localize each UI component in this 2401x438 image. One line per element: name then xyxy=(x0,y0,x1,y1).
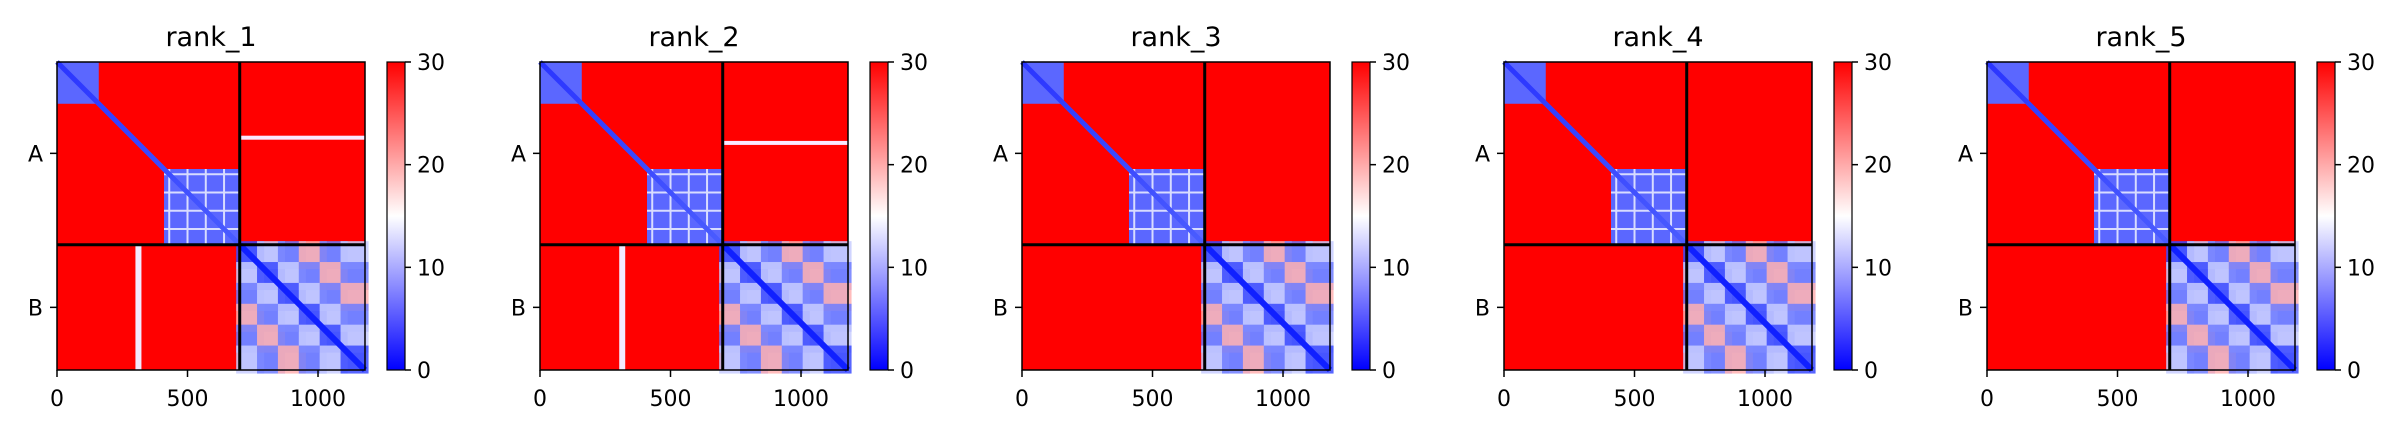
x-tick-label: 500 xyxy=(1132,387,1174,412)
x-tick-label: 0 xyxy=(1497,387,1511,412)
colorbar-tick-label: 20 xyxy=(900,154,928,179)
y-tick-label: B xyxy=(993,296,1008,321)
x-tick-label: 0 xyxy=(50,387,64,412)
chain-b-block xyxy=(1201,241,1334,374)
y-tick-label: B xyxy=(28,296,43,321)
panel-title: rank_4 xyxy=(1612,22,1703,53)
colorbar-gradient xyxy=(1833,61,1853,371)
colorbar-tick-label: 30 xyxy=(1864,51,1892,76)
colorbar-tick-label: 20 xyxy=(2347,154,2375,179)
heatmap-panel-2: rank_2 0 500 1000 A B 0 10 20 30 xyxy=(511,22,928,412)
x-tick-label: 1000 xyxy=(2220,387,2276,412)
chain-a-blocks xyxy=(1985,60,2172,247)
chain-a-blocks xyxy=(55,60,242,247)
colorbar-tick-label: 20 xyxy=(417,154,445,179)
colorbar-tick-label: 10 xyxy=(1864,256,1892,281)
colorbar-tick-label: 10 xyxy=(1382,256,1410,281)
colorbar: 0 10 20 30 xyxy=(1351,51,1410,384)
x-tick-label: 1000 xyxy=(1255,387,1311,412)
panel-title: rank_3 xyxy=(1130,22,1221,53)
colorbar-gradient xyxy=(869,61,889,371)
x-tick-label: 0 xyxy=(1015,387,1029,412)
horizontal-streak xyxy=(239,135,365,140)
colorbar-tick-label: 0 xyxy=(900,359,914,384)
colorbar-tick-label: 20 xyxy=(1864,154,1892,179)
colorbar-tick-label: 30 xyxy=(1382,51,1410,76)
y-tick-label: A xyxy=(1475,142,1490,167)
plot-frame xyxy=(539,61,849,371)
heatmap-panel-5: rank_5 0 500 1000 A B 0 10 20 30 xyxy=(1958,22,2375,412)
x-tick-label: 0 xyxy=(1980,387,1994,412)
colorbar-tick-label: 20 xyxy=(1382,154,1410,179)
chain-b-block xyxy=(1683,241,1816,374)
horizontal-streak xyxy=(722,140,848,145)
colorbar-tick-label: 10 xyxy=(2347,256,2375,281)
colorbar-tick-label: 0 xyxy=(1382,359,1396,384)
off-diagonal-streak xyxy=(135,244,142,370)
y-tick-label: B xyxy=(1475,296,1490,321)
chain-b-block xyxy=(2166,241,2299,374)
colorbar-tick-label: 0 xyxy=(2347,359,2361,384)
colorbar: 0 10 20 30 xyxy=(869,51,928,384)
colorbar-tick-label: 0 xyxy=(417,359,431,384)
plot-frame xyxy=(1503,61,1813,371)
y-tick-label: B xyxy=(1958,296,1973,321)
colorbar: 0 10 20 30 xyxy=(386,51,445,384)
plot-frame xyxy=(1021,61,1331,371)
plot-frame xyxy=(1986,61,2296,371)
plot-frame xyxy=(56,61,366,371)
y-tick-label: B xyxy=(511,296,526,321)
y-tick-label: A xyxy=(1958,142,1973,167)
chain-a-blocks xyxy=(1502,60,1689,247)
colorbar-tick-label: 30 xyxy=(2347,51,2375,76)
y-tick-label: A xyxy=(28,142,43,167)
heatmap-panel-4: rank_4 0 500 1000 A B 0 10 20 30 xyxy=(1475,22,1892,412)
panel-title: rank_5 xyxy=(2095,22,2186,53)
colorbar-gradient xyxy=(386,61,406,371)
x-tick-label: 500 xyxy=(650,387,692,412)
off-diagonal-streak xyxy=(619,244,626,370)
colorbar-tick-label: 30 xyxy=(417,51,445,76)
chain-a-blocks xyxy=(1020,60,1207,247)
x-tick-label: 0 xyxy=(533,387,547,412)
x-tick-label: 500 xyxy=(1614,387,1656,412)
panel-title: rank_2 xyxy=(648,22,739,53)
x-tick-label: 1000 xyxy=(773,387,829,412)
x-tick-label: 1000 xyxy=(290,387,346,412)
colorbar: 0 10 20 30 xyxy=(1833,51,1892,384)
colorbar-gradient xyxy=(2316,61,2336,371)
colorbar: 0 10 20 30 xyxy=(2316,51,2375,384)
y-tick-label: A xyxy=(511,142,526,167)
colorbar-tick-label: 10 xyxy=(900,256,928,281)
chain-a-blocks xyxy=(538,60,725,247)
colorbar-tick-label: 0 xyxy=(1864,359,1878,384)
colorbar-tick-label: 30 xyxy=(900,51,928,76)
heatmap-panel-1: rank_1 0 500 1000 A B 0 10 20 30 xyxy=(28,22,445,412)
chain-b-block xyxy=(236,241,369,374)
chain-b-block xyxy=(719,241,852,374)
heatmap-panel-3: rank_3 0 500 1000 A B 0 10 20 30 xyxy=(993,22,1410,412)
x-tick-label: 500 xyxy=(2097,387,2139,412)
y-tick-label: A xyxy=(993,142,1008,167)
x-tick-label: 1000 xyxy=(1737,387,1793,412)
x-tick-label: 500 xyxy=(167,387,209,412)
colorbar-gradient xyxy=(1351,61,1371,371)
panel-title: rank_1 xyxy=(165,22,256,53)
colorbar-tick-label: 10 xyxy=(417,256,445,281)
